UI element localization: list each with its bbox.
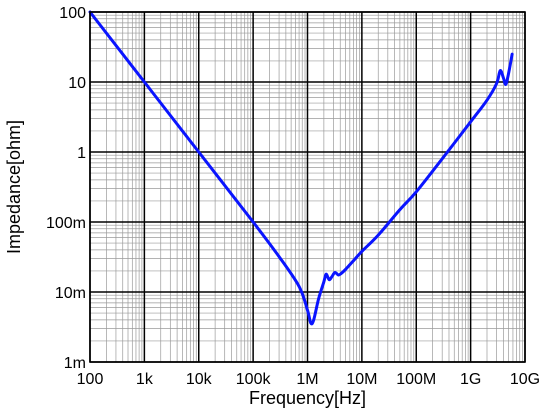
- x-tick-label: 10G: [510, 371, 540, 388]
- x-tick-label: 10M: [346, 371, 377, 388]
- y-tick-label: 10: [68, 75, 86, 92]
- x-tick-label: 10k: [186, 371, 213, 388]
- impedance-series-line: [88, 10, 514, 326]
- x-axis-title: Frequency[Hz]: [249, 388, 366, 408]
- plot-frame: [89, 11, 526, 363]
- y-tick-label: 1m: [64, 355, 86, 372]
- y-tick-labels: 1m 10m 100m 1 10 100: [46, 5, 86, 372]
- y-tick-label: 1: [77, 145, 86, 162]
- y-tick-label: 100m: [46, 215, 86, 232]
- x-tick-label: 100: [77, 371, 104, 388]
- y-tick-label: 10m: [55, 285, 86, 302]
- x-tick-label: 1G: [460, 371, 481, 388]
- y-tick-label: 100: [59, 5, 86, 22]
- x-tick-label: 100M: [396, 371, 436, 388]
- series-layer: [88, 10, 514, 326]
- x-tick-label: 1k: [136, 371, 154, 388]
- x-tick-label: 1M: [296, 371, 318, 388]
- x-tick-labels: 100 1k 10k 100k 1M 10M 100M 1G 10G: [77, 371, 540, 388]
- y-axis-title: Impedance[ohm]: [4, 120, 24, 254]
- x-tick-label: 100k: [236, 371, 272, 388]
